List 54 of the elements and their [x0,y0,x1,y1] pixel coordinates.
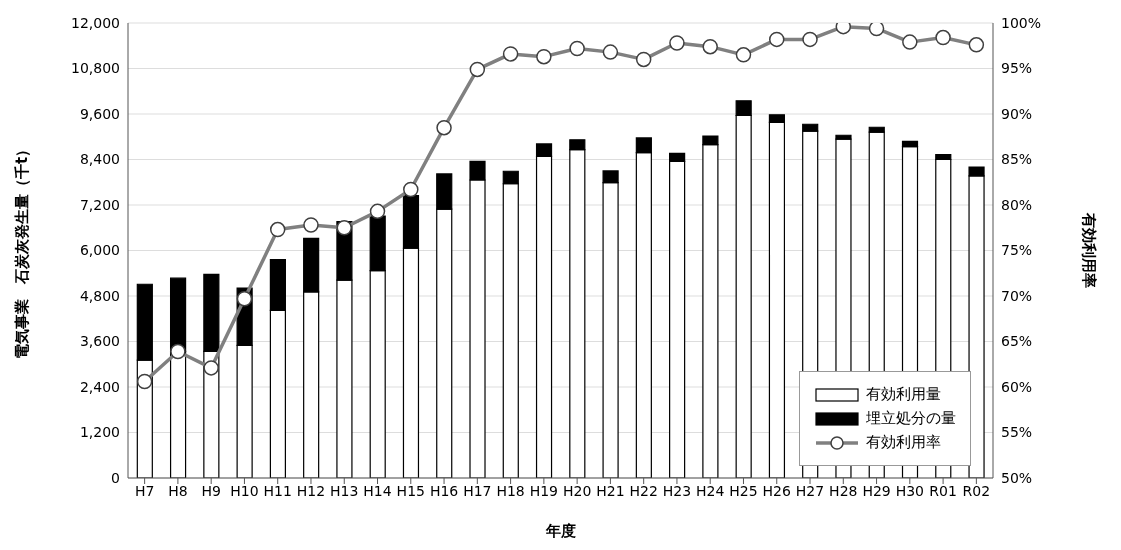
y2-tick-label: 85% [1001,151,1033,168]
x-tick-label: H21 [596,482,625,499]
y-tick-label: 1,200 [79,424,120,441]
y-tick-label: 10,800 [71,60,120,77]
y-tick-label: 4,800 [79,287,120,304]
x-tick-label: H17 [463,482,492,499]
y2-tick-label: 100% [1001,14,1042,31]
x-tick-label: H8 [168,482,188,499]
y-tick-label: 12,000 [71,14,120,31]
x-tick-label: H12 [296,482,326,499]
x-tick-label: H11 [263,482,292,499]
legend-label: 有効利用率 [866,433,941,452]
y2-tick-label: 60% [1001,378,1033,395]
x-tick-label: H16 [429,482,459,499]
x-tick-label: H7 [134,482,155,499]
x-tick-label: R02 [962,482,991,499]
x-tick-label: H20 [562,482,592,499]
x-tick-label: H15 [396,482,425,499]
y2-axis-title: 有効利用率 [1079,212,1098,288]
x-tick-label: H24 [696,482,725,499]
y-tick-label: 0 [111,469,120,486]
x-tick-label: H27 [795,482,825,499]
x-tick-label: H23 [662,482,692,499]
y2-tick-label: 65% [1001,333,1033,350]
x-tick-label: H28 [829,482,858,499]
x-tick-label: H13 [330,482,359,499]
y-tick-label: 7,200 [79,196,120,213]
y-tick-label: 6,000 [79,242,120,259]
y-axis-title: 電気事業 石炭灰発生量（千t） [13,141,32,360]
x-axis-title: 年度 [544,522,576,540]
y2-tick-label: 95% [1001,60,1033,77]
legend-label: 埋立処分の量 [866,409,956,428]
y2-tick-label: 75% [1001,242,1033,259]
x-tick-label: H18 [496,482,525,499]
x-tick-label: H26 [762,482,792,499]
x-tick-label: H19 [529,482,559,499]
y2-tick-label: 50% [1001,469,1033,486]
legend-label: 有効利用量 [866,385,941,404]
x-tick-label: H25 [729,482,758,499]
y2-tick-label: 80% [1001,196,1033,213]
y2-tick-label: 70% [1001,287,1033,304]
y-tick-label: 3,600 [79,333,120,350]
x-tick-label: H10 [230,482,259,499]
x-tick-label: H9 [201,482,221,499]
y2-tick-label: 90% [1001,105,1033,122]
y2-tick-label: 55% [1001,424,1033,441]
y-tick-label: 2,400 [79,378,120,395]
y-tick-label: 9,600 [79,105,120,122]
y-tick-label: 8,400 [79,151,120,168]
x-tick-label: H29 [862,482,891,499]
x-tick-label: H30 [895,482,924,499]
x-tick-label: H14 [363,482,392,499]
x-tick-label: H22 [629,482,658,499]
x-tick-label: R01 [929,482,957,499]
